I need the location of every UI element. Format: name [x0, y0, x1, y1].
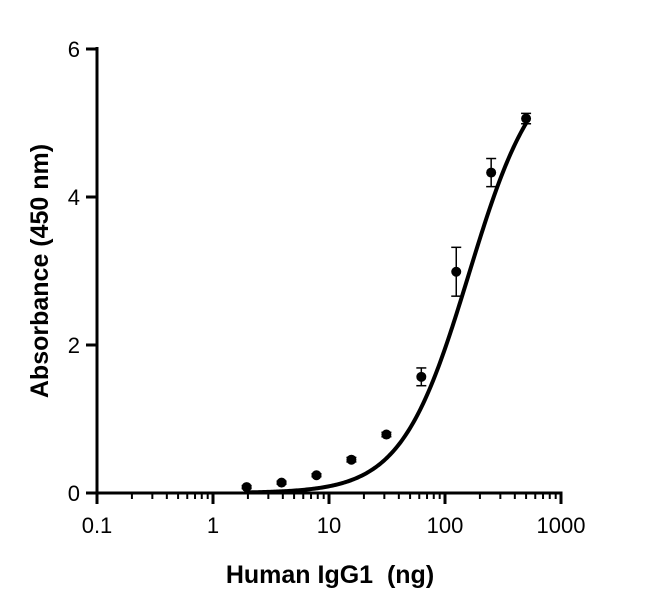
data-point: [416, 371, 427, 382]
axes: [95, 47, 563, 495]
data-point: [486, 167, 497, 178]
x-tick-label: 1: [207, 513, 219, 538]
x-tick-label: 0.1: [82, 513, 113, 538]
x-axis-ticks: 0.1 1 10 100 1000: [82, 493, 586, 538]
data-point: [346, 454, 357, 465]
y-tick-label: 2: [68, 333, 80, 358]
x-tick-label: 100: [427, 513, 464, 538]
x-tick-label: 10: [317, 513, 341, 538]
x-tick-label: 1000: [537, 513, 586, 538]
y-tick-label: 0: [68, 481, 80, 506]
data-point: [276, 477, 287, 488]
y-axis-title: Absorbance (450 nm): [26, 144, 54, 398]
x-axis-title: Human IgG1 (ng): [226, 561, 434, 589]
y-axis-ticks: 0 2 4 6: [68, 37, 97, 506]
data-point: [241, 482, 252, 493]
data-points: [241, 113, 532, 493]
data-point: [521, 113, 532, 124]
y-tick-label: 4: [68, 185, 80, 210]
fit-curve: [247, 122, 528, 495]
data-point: [381, 429, 392, 440]
y-tick-label: 6: [68, 37, 80, 62]
data-point: [451, 266, 462, 277]
data-point: [311, 470, 322, 481]
